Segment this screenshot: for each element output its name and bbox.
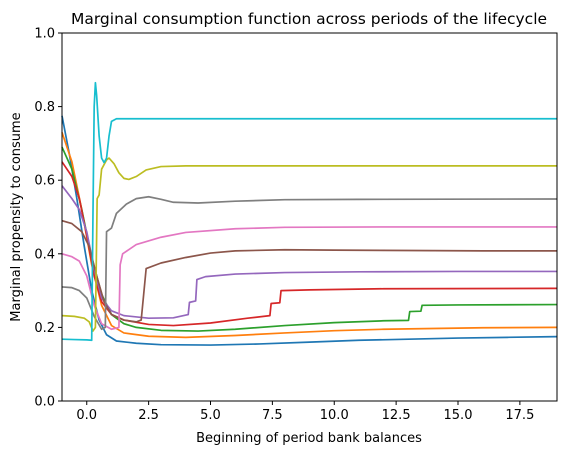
series-line-7 (61, 226, 557, 331)
series-line-5 (61, 185, 557, 320)
y-tick-label: 0.6 (34, 174, 55, 189)
series-line-8 (61, 195, 558, 331)
x-tick-label: 5.0 (200, 408, 221, 423)
series-line-9 (61, 157, 557, 332)
y-tick-label: 0.4 (34, 247, 55, 262)
y-tick-label: 0.2 (34, 321, 55, 336)
x-tick-label: 2.5 (138, 408, 159, 423)
y-axis: 0.0 0.2 0.4 0.6 0.8 1.0 (34, 27, 62, 410)
x-tick-label: 0.0 (76, 408, 97, 423)
x-tick-label: 10.0 (320, 408, 349, 423)
y-tick-label: 0.8 (34, 100, 55, 115)
chart-title: Marginal consumption function across per… (71, 10, 547, 28)
series-line-10 (61, 81, 557, 342)
plot-frame (61, 32, 558, 402)
y-axis-label: Marginal propensity to consume (9, 112, 24, 321)
x-tick-label: 7.5 (262, 408, 283, 423)
x-tick-label: 17.5 (505, 408, 534, 423)
series-layer (61, 81, 558, 346)
y-tick-label: 0.0 (34, 395, 55, 410)
x-tick-label: 15.0 (444, 408, 473, 423)
y-tick-label: 1.0 (34, 27, 55, 42)
x-axis: 0.0 2.5 5.0 7.5 10.0 12.5 15.0 17.5 (76, 401, 534, 423)
x-axis-label: Beginning of period bank balances (196, 431, 422, 446)
series-line-1 (61, 115, 558, 346)
x-tick-label: 12.5 (382, 408, 411, 423)
